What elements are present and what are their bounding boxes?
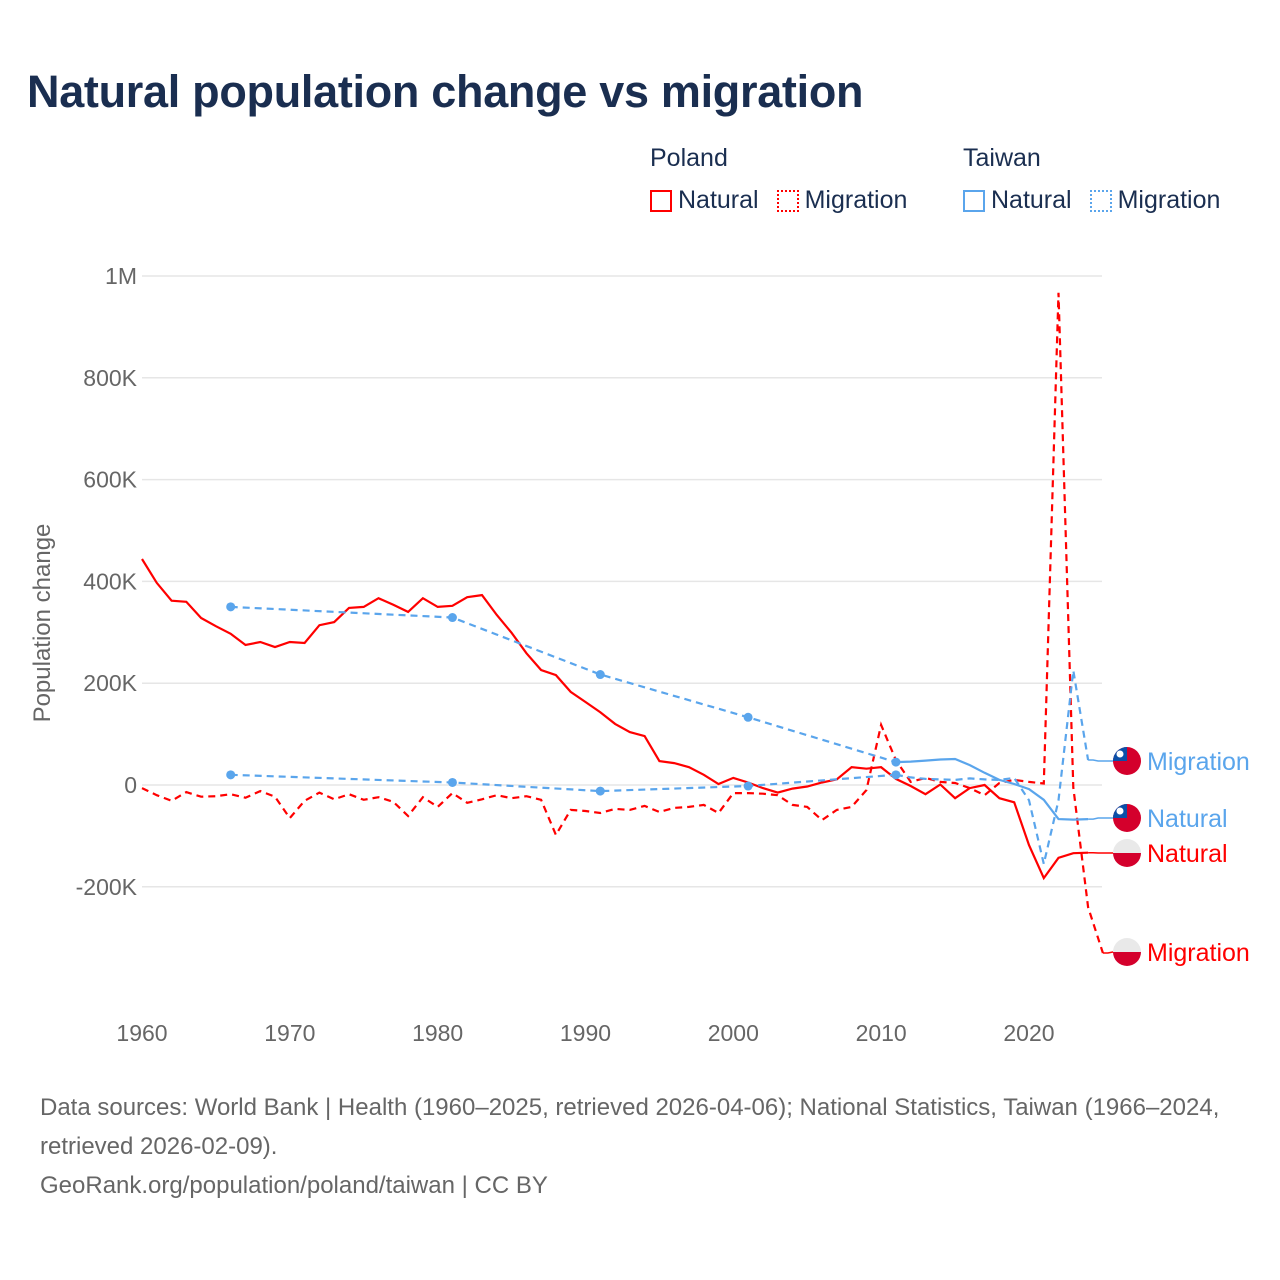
taiwan-migration-connector [1088,759,1114,762]
taiwan-natural-point [891,757,901,767]
chart-title: Natural population change vs migration [27,66,864,117]
taiwan-natural-point [743,712,753,722]
taiwan-migration-line [895,670,1090,865]
taiwan-natural-line [895,757,1089,821]
taiwan-migration-sparse-line [230,773,896,793]
y-axis-label: Population change [29,524,56,723]
x-tick-label: 2000 [708,1020,759,1046]
taiwan-natural-point [447,613,457,623]
taiwan-migration-end-label: Migration [1147,748,1250,776]
flag-sun [1116,750,1124,758]
legend-label: Natural [991,186,1072,214]
legend-group-taiwan: Taiwan [963,144,1041,172]
x-tick-label: 1990 [560,1020,611,1046]
flag-red [1113,853,1141,867]
poland-migration-line [141,292,1104,954]
data-sources: Data sources: World Bank | Health (1960–… [40,1094,1220,1160]
legend-label: Migration [1117,186,1221,214]
legend-poland-items: Natural Migration [650,186,907,215]
taiwan-natural-point [595,670,605,680]
poland-migration-connector [1102,951,1114,954]
taiwan-migration-point [891,770,901,780]
poland-flag-icon [1113,938,1141,966]
credit-link[interactable]: GeoRank.org/population/poland/taiwan | C… [40,1172,548,1199]
legend-label: Natural [678,186,759,214]
flag-body [1113,747,1141,775]
legend-taiwan-items: Natural Migration [963,186,1220,215]
flag-red [1113,952,1141,966]
legend-item-taiwan-natural[interactable]: Natural [963,186,1072,215]
y-tick-label: -200K [76,874,138,900]
taiwan-migration-point [595,786,605,796]
legend-label: Migration [804,186,908,214]
taiwan-natural-connector [1088,817,1114,820]
flag-body [1113,804,1141,832]
y-tick-label: 400K [83,568,137,594]
legend-item-poland-migration[interactable]: Migration [776,186,908,215]
taiwan-natural-point [226,602,236,612]
poland-natural-end-label: Natural [1147,840,1228,868]
legend-item-poland-natural[interactable]: Natural [650,186,759,215]
footer: Data sources: World Bank | Health (1960–… [40,1088,1250,1205]
poland-natural-line [141,558,1089,881]
poland-migration-end-label: Migration [1147,939,1250,967]
flag-sun [1116,807,1124,815]
x-tick-label: 2020 [1003,1020,1054,1046]
taiwan-flag-icon [1113,747,1141,775]
flag-body [1113,839,1141,867]
y-tick-label: 800K [83,365,137,391]
flag-white [1113,839,1141,853]
dotted-swatch-icon [1089,189,1112,212]
legend-group-poland: Poland [650,144,728,172]
taiwan-migration-point [447,777,457,787]
legend-item-taiwan-migration[interactable]: Migration [1089,186,1221,215]
taiwan-natural-sparse-line [230,605,897,764]
solid-swatch-icon [650,189,672,212]
flag-body [1113,938,1141,966]
y-tick-label: 600K [83,467,137,493]
x-tick-label: 1980 [412,1020,463,1046]
y-tick-label: 0 [124,772,137,798]
y-tick-label: 1M [105,263,137,289]
flag-white [1113,938,1141,952]
taiwan-migration-point [226,770,236,780]
poland-flag-icon [1113,839,1141,867]
taiwan-natural-end-label: Natural [1147,805,1228,833]
y-tick-label: 200K [83,670,137,696]
taiwan-migration-point [743,781,753,791]
taiwan-flag-icon [1113,804,1141,832]
x-tick-label: 1970 [264,1020,315,1046]
dotted-swatch-icon [776,189,799,212]
solid-swatch-icon [963,189,985,212]
x-tick-label: 2010 [856,1020,907,1046]
x-tick-label: 1960 [116,1020,167,1046]
